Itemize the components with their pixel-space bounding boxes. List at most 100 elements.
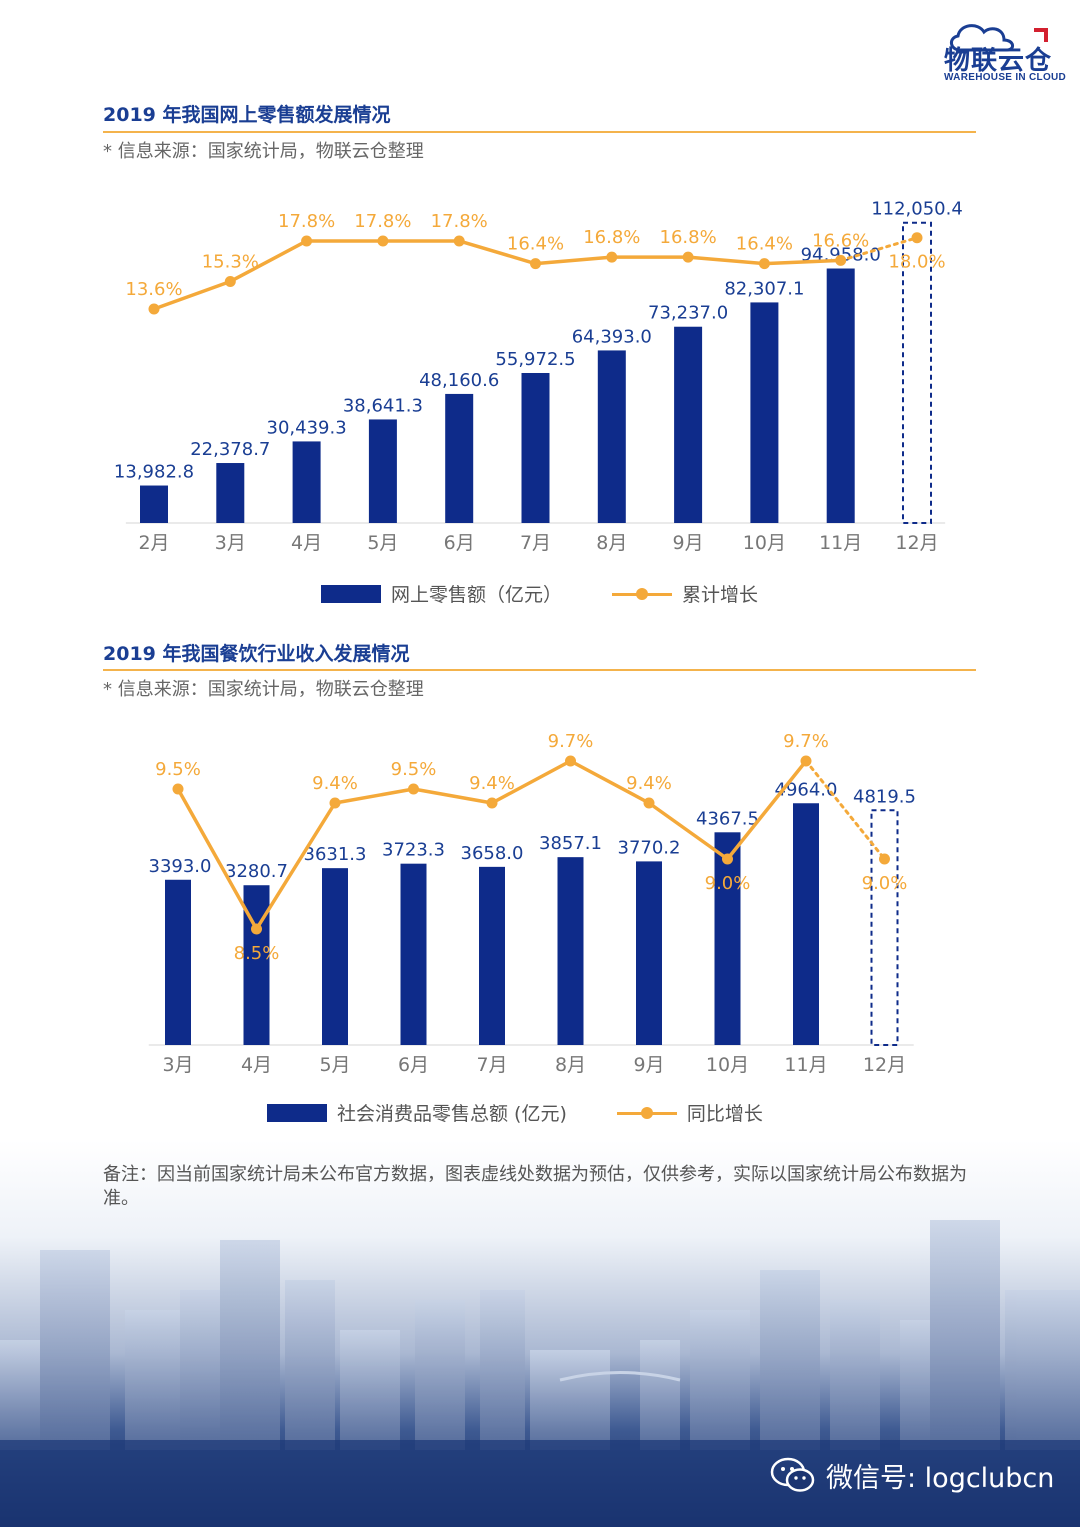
wechat-id: 微信号: logclubcn (770, 1455, 1054, 1495)
line-value-label: 9.7% (548, 731, 594, 752)
bar (674, 326, 703, 523)
bar-value-label: 38,641.3 (343, 395, 423, 416)
line-point (606, 251, 618, 263)
bar (140, 485, 168, 523)
line-point (722, 853, 733, 865)
legend-bar-swatch (321, 584, 381, 603)
line-value-label: 17.8% (278, 211, 335, 232)
chart1-source: * 信息来源：国家统计局，物联云仓整理 (103, 141, 424, 162)
bar (165, 879, 191, 1045)
line-value-label: 9.4% (312, 773, 358, 794)
line-point (329, 797, 341, 809)
bar-value-label: 3280.7 (225, 861, 288, 882)
bar-value-label: 3631.3 (304, 844, 367, 865)
line-point (408, 783, 419, 795)
line-series (153, 239, 841, 311)
legend-bar-label: 社会消费品零售总额 (亿元) (337, 1103, 567, 1125)
x-tick-label: 4月 (291, 532, 322, 554)
line-value-label: 17.8% (354, 211, 411, 232)
bar (400, 863, 427, 1045)
bar (479, 866, 505, 1045)
line-point (224, 275, 236, 287)
x-tick-label: 3月 (215, 532, 246, 554)
line-value-label: 9.4% (469, 773, 515, 794)
line-value-label: 16.4% (736, 234, 793, 255)
x-tick-label: 8月 (596, 532, 627, 554)
legend-line-label: 累计增长 (682, 584, 759, 606)
line-series-estimated (839, 236, 919, 262)
x-tick-label: 8月 (555, 1054, 586, 1076)
legend-line-label: 同比增长 (686, 1103, 763, 1125)
line-value-label: 17.8% (431, 211, 488, 232)
bar-value-label: 4964.0 (775, 779, 838, 800)
line-point (643, 797, 655, 809)
city-skyline-background (0, 1140, 1080, 1527)
chart2-source: * 信息来源：国家统计局，物联云仓整理 (103, 679, 424, 700)
bar (750, 302, 779, 523)
line-value-label: 9.5% (155, 759, 201, 780)
x-tick-label: 11月 (784, 1054, 827, 1076)
x-tick-label: 7月 (520, 532, 551, 554)
bar-value-label: 112,050.4 (871, 199, 963, 220)
line-point (377, 235, 389, 247)
chart1-rule (103, 131, 976, 133)
bar-value-label: 13,982.8 (114, 462, 194, 483)
bar (322, 868, 348, 1045)
line-point (911, 232, 923, 244)
logo-text-en: WAREHOUSE IN CLOUD (944, 72, 1067, 83)
x-tick-label: 6月 (444, 532, 475, 554)
bar-estimated (870, 809, 899, 1046)
line-point (565, 755, 576, 767)
line-point (835, 254, 847, 266)
bar (557, 857, 584, 1045)
line-value-label: 9.5% (391, 759, 437, 780)
x-tick-label: 3月 (162, 1054, 193, 1076)
line-value-label: 9.7% (783, 731, 829, 752)
bar-value-label: 3770.2 (618, 837, 681, 858)
x-tick-label: 9月 (633, 1054, 664, 1076)
legend-line-swatch (612, 585, 673, 603)
x-tick-label: 10月 (743, 532, 786, 554)
bar (445, 393, 474, 523)
line-point (251, 923, 262, 935)
line-value-label: 16.4% (507, 234, 564, 255)
bar (292, 441, 321, 523)
bar-value-label: 48,160.6 (419, 370, 499, 391)
chart1-title: 2019 年我国网上零售额发展情况 (103, 104, 391, 126)
chart2-plot: 3393.0 3月 3280.7 4月 3631.3 5月 3723.3 6月 3658.0 7月… (149, 731, 916, 1076)
line-point (758, 258, 770, 270)
cloud-icon (950, 24, 1048, 52)
bar (597, 350, 626, 523)
line-point (486, 797, 498, 809)
x-tick-label: 12月 (863, 1054, 906, 1076)
line-point (682, 251, 694, 263)
bar (636, 861, 662, 1045)
x-tick-label: 6月 (398, 1054, 429, 1076)
bar-value-label: 3393.0 (149, 856, 212, 877)
legend-line-swatch (616, 1104, 677, 1122)
bar (714, 832, 741, 1045)
x-tick-label: 9月 (673, 532, 704, 554)
x-tick-label: 5月 (319, 1054, 350, 1076)
line-value-label: 9.0% (705, 873, 751, 894)
bar-value-label: 22,378.7 (190, 439, 270, 460)
bar (793, 803, 819, 1045)
line-point (148, 303, 160, 315)
bar-value-label: 4367.5 (696, 808, 759, 829)
bar-value-label: 3857.1 (539, 833, 602, 854)
line-value-label: 8.5% (234, 943, 280, 964)
line-value-label: 15.3% (202, 251, 259, 272)
bar-value-label: 64,393.0 (572, 326, 652, 347)
line-point (800, 755, 812, 767)
bar-value-label: 4819.5 (853, 786, 916, 807)
line-point (879, 853, 890, 865)
legend-bar-swatch (267, 1103, 327, 1122)
legend-bar-label: 网上零售额（亿元） (391, 584, 563, 606)
x-tick-label: 11月 (819, 532, 862, 554)
brand-logo: 物联云仓 WAREHOUSE IN CLOUD (930, 18, 1070, 88)
bar (521, 372, 550, 523)
line-point (453, 235, 465, 247)
bar-value-label: 3658.0 (461, 843, 524, 864)
chart1-legend: 网上零售额（亿元） 累计增长 (321, 580, 758, 607)
x-tick-label: 10月 (706, 1054, 749, 1076)
